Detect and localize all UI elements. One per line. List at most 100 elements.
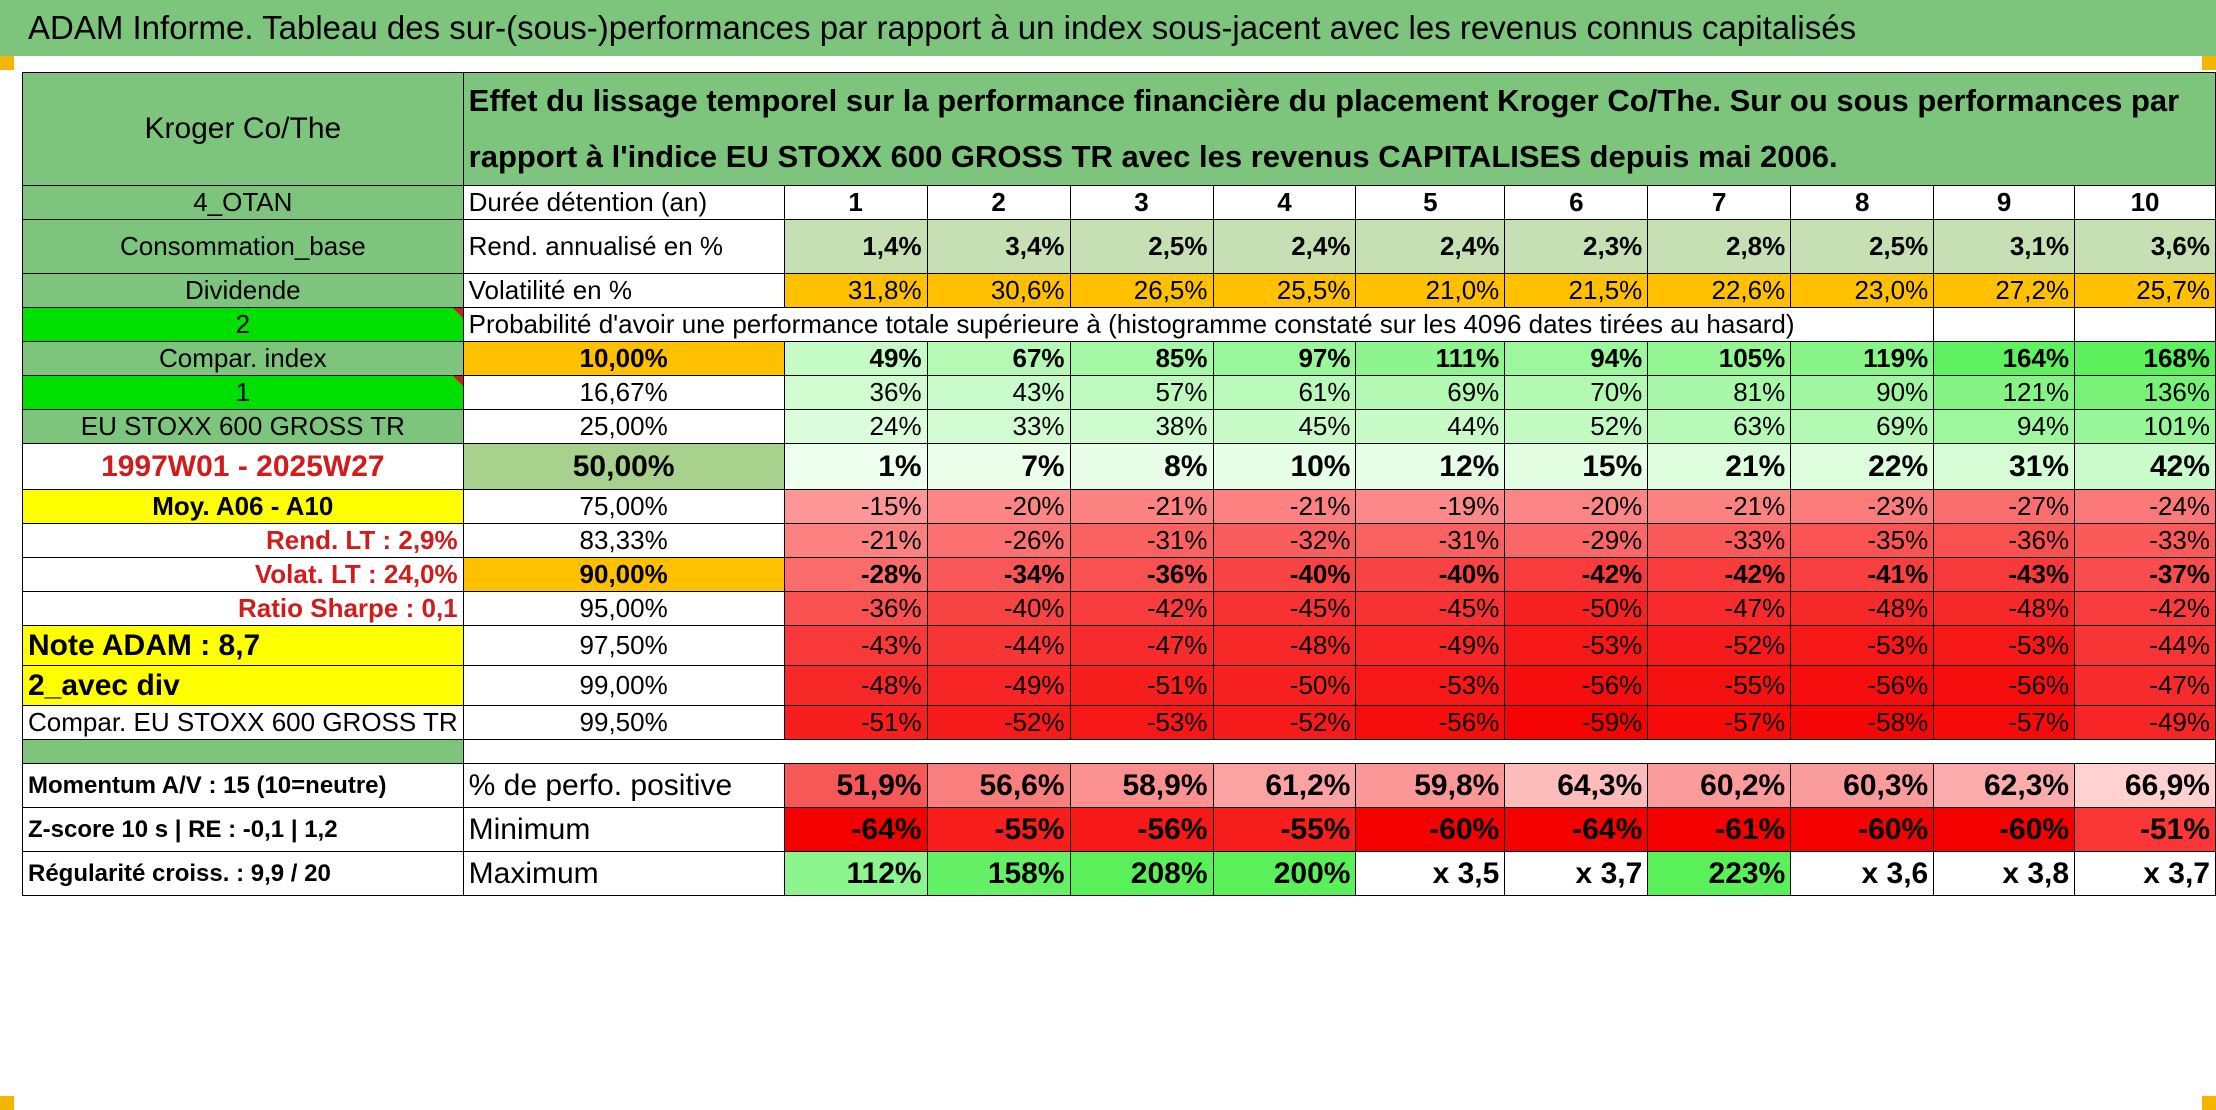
percentile-value: 22% (1790, 443, 1935, 490)
table-row: Volat. LT : 24,0% 90,00% -28% -34% -36% -40% -… (22, 557, 2216, 592)
empty-cell (1933, 307, 2076, 342)
vol-value: 21,0% (1355, 273, 1506, 308)
table-row: EU STOXX 600 GROSS TR 25,00% 24% 33% 38% 45% 4… (22, 409, 2216, 444)
percentile-value: 43% (926, 375, 1071, 410)
year-header: 7 (1647, 185, 1792, 220)
year-header: 9 (1933, 185, 2076, 220)
stat-value-pos: 60,3% (1790, 763, 1935, 808)
stat-value-min: -60% (1355, 807, 1506, 852)
percentile-value: 44% (1355, 409, 1506, 444)
percentile-label: 10,00% (462, 341, 785, 376)
percentile-value: -53% (1069, 705, 1214, 740)
stat-value-min: -55% (926, 807, 1071, 852)
label-otan: 4_OTAN (22, 185, 464, 220)
percentile-value: 63% (1647, 409, 1792, 444)
label-duree: Durée détention (an) (462, 185, 785, 220)
vol-value: 22,6% (1647, 273, 1792, 308)
percentile-value: 24% (783, 409, 928, 444)
company-name: Kroger Co/The (22, 72, 464, 186)
report-description: Effet du lissage temporel sur la perform… (462, 72, 2216, 186)
table-row (22, 739, 2216, 764)
stat-value-pos: 66,9% (2074, 763, 2216, 808)
percentile-value: 61% (1212, 375, 1357, 410)
percentile-value: -45% (1212, 591, 1357, 626)
percentile-value: -49% (2074, 705, 2216, 740)
percentile-value: -35% (1790, 523, 1935, 558)
vol-value: 31,8% (783, 273, 928, 308)
stat-value-min: -51% (2074, 807, 2216, 852)
percentile-label: 97,50% (462, 625, 785, 666)
stat-value-min: -56% (1069, 807, 1214, 852)
label-dividend: Dividende (22, 273, 464, 308)
percentile-value: -20% (1504, 489, 1649, 524)
rend-value: 3,1% (1933, 219, 2076, 274)
percentile-value: 111% (1355, 341, 1506, 376)
label-rend-lt: Rend. LT : 2,9% (22, 523, 464, 558)
label-avec-div: 2_avec div (22, 665, 464, 706)
percentile-value: 15% (1504, 443, 1649, 490)
table-row: Compar. EU STOXX 600 GROSS TR 99,50% -51% -… (22, 705, 2216, 740)
percentile-value: 42% (2074, 443, 2216, 490)
percentile-value: -28% (783, 557, 928, 592)
percentile-value: 49% (783, 341, 928, 376)
table-row: Consommation_base Rend. annualisé en % 1,4… (22, 219, 2216, 274)
percentile-label: 99,50% (462, 705, 785, 740)
percentile-value: 168% (2074, 341, 2216, 376)
percentile-value: -51% (1069, 665, 1214, 706)
vol-value: 27,2% (1933, 273, 2076, 308)
percentile-value: 69% (1790, 409, 1935, 444)
stat-value-max: x 3,7 (1504, 851, 1649, 896)
percentile-value: 1% (783, 443, 928, 490)
table-row: 1 16,67% 36% 43% 57% 61% 69% 70% 81% 90% 121% 136% (22, 375, 2216, 410)
percentile-value: -51% (783, 705, 928, 740)
label-zscore: Z-score 10 s | RE : -0,1 | 1,2 (22, 807, 464, 852)
year-header: 1 (783, 185, 928, 220)
label-compar-full: Compar. EU STOXX 600 GROSS TR (22, 705, 464, 740)
rend-value: 2,8% (1647, 219, 1792, 274)
percentile-value: 121% (1933, 375, 2076, 410)
performance-table: Kroger Co/The Effet du lissage temporel s… (22, 72, 2216, 896)
rend-value: 2,4% (1355, 219, 1506, 274)
stat-value-max: x 3,5 (1355, 851, 1506, 896)
table-row: Compar. index 10,00% 49% 67% 85% 97% 111% 94% 10… (22, 341, 2216, 376)
percentile-value: -34% (926, 557, 1071, 592)
percentile-value: 52% (1504, 409, 1649, 444)
percentile-value: -21% (1212, 489, 1357, 524)
vol-value: 30,6% (926, 273, 1071, 308)
percentile-value: -53% (1933, 625, 2076, 666)
table-row: Note ADAM : 8,7 97,50% -43% -44% -47% -48% -49… (22, 625, 2216, 666)
percentile-label: 25,00% (462, 409, 785, 444)
percentile-value: -49% (1355, 625, 1506, 666)
stat-value-pos: 59,8% (1355, 763, 1506, 808)
percentile-value: 38% (1069, 409, 1214, 444)
label-period: 1997W01 - 2025W27 (22, 443, 464, 490)
percentile-value: -29% (1504, 523, 1649, 558)
year-header: 6 (1504, 185, 1649, 220)
label-rend: Rend. annualisé en % (462, 219, 785, 274)
percentile-value: 85% (1069, 341, 1214, 376)
percentile-value: -44% (926, 625, 1071, 666)
label-index-name: EU STOXX 600 GROSS TR (22, 409, 464, 444)
table-row: Dividende Volatilité en % 31,8% 30,6% 26,5% 2… (22, 273, 2216, 308)
corner-marker (2202, 56, 2216, 70)
stat-value-pos: 60,2% (1647, 763, 1792, 808)
rend-value: 2,5% (1069, 219, 1214, 274)
percentile-value: 94% (1933, 409, 2076, 444)
year-header: 5 (1355, 185, 1506, 220)
percentile-value: -53% (1504, 625, 1649, 666)
percentile-value: 8% (1069, 443, 1214, 490)
table-row: Régularité croiss. : 9,9 / 20 Maximum 112%… (22, 851, 2216, 896)
stat-value-max: x 3,8 (1933, 851, 2076, 896)
label-volat-lt: Volat. LT : 24,0% (22, 557, 464, 592)
stat-value-pos: 62,3% (1933, 763, 2076, 808)
percentile-value: 81% (1647, 375, 1792, 410)
percentile-value: -47% (2074, 665, 2216, 706)
percentile-value: -55% (1647, 665, 1792, 706)
percentile-value: -53% (1790, 625, 1935, 666)
rend-value: 2,4% (1212, 219, 1357, 274)
percentile-value: -21% (1069, 489, 1214, 524)
percentile-value: 136% (2074, 375, 2216, 410)
stat-value-min: -60% (1933, 807, 2076, 852)
percentile-value: 21% (1647, 443, 1792, 490)
percentile-value: -57% (1647, 705, 1792, 740)
